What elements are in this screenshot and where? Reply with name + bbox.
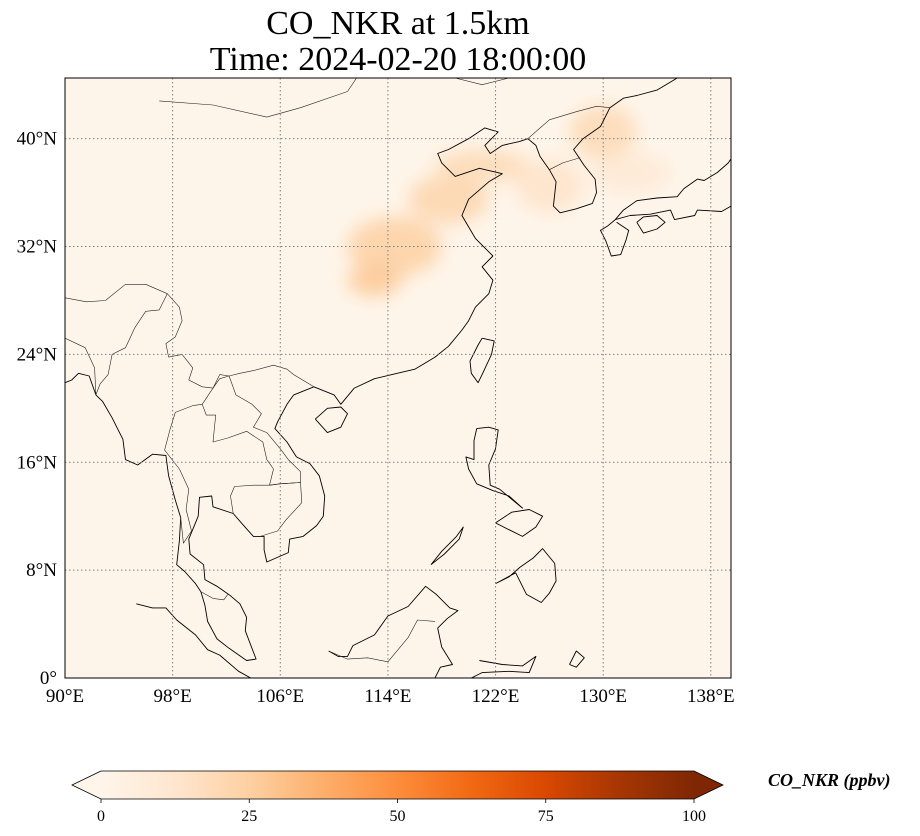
china-north-line [455,78,510,85]
colorbar-tick-label: 50 [390,808,406,825]
co-plume-6 [589,152,671,193]
cambodia-line [230,482,303,537]
lon-tick-label: 130°E [579,686,627,707]
luzon-line [465,426,523,509]
honshu-north-line [614,158,731,220]
lon-tick-label: 114°E [364,686,411,707]
colorbar-tick-label: 75 [538,808,554,825]
sulawesi-line [471,655,537,678]
lat-tick-label: 24°N [17,344,58,365]
myanmar-india-line [95,293,168,396]
map-frame [64,77,732,679]
lon-tick-label: 122°E [472,686,520,707]
longitude-ticks: 90°E 98°E 106°E 114°E 122°E 130°E 138°E [46,686,735,707]
china-south-west-line [65,284,315,389]
visayas-line [495,509,544,537]
colorbar-body [101,771,694,799]
co-plume-3 [435,149,530,182]
colorbar-tick-label: 0 [97,808,105,825]
sumatra-line [136,603,251,678]
colorbar-tick-label: 100 [682,808,706,825]
taiwan-line [469,337,495,384]
korea-line [527,107,611,214]
map-subtitle-time: Time: 2024-02-20 18:00:00 [209,41,587,78]
indochina-line [65,372,326,661]
coastlines [65,78,731,678]
mindanao-line [495,548,557,603]
thai-malaysia-line [200,591,229,601]
kyushu-line [600,219,630,257]
lon-tick-label: 90°E [46,686,84,707]
lat-tick-label: 32°N [17,237,58,258]
colorbar-extend-max [694,771,723,799]
colorbar-tick-label: 25 [241,808,257,825]
country-borders [65,78,610,663]
colorbar-extend-min [72,771,101,799]
mongolia-china-line [159,78,357,118]
colorbar-label: CO_NKR (ppbv) [768,770,891,790]
russia-coast-line [609,78,678,109]
halmahera-line [569,650,585,668]
borneo-border-line [328,619,436,663]
palawan-line [430,526,464,566]
lon-tick-label: 98°E [154,686,192,707]
co-plume-5 [515,158,583,213]
co-plume-4 [569,104,637,159]
colorbar: 0 25 50 75 100 [71,770,724,825]
borneo-line [328,585,459,678]
lat-tick-label: 16°N [17,452,58,473]
lat-tick-label: 0° [40,668,57,689]
china-coast-line [313,127,528,405]
lon-tick-label: 138°E [687,686,735,707]
co-plume-1 [347,264,402,297]
co-plume-2 [408,175,489,224]
co-concentration-plumes [347,104,671,297]
lon-tick-label: 106°E [256,686,304,707]
map-gridlines [65,78,731,678]
lat-tick-label: 40°N [17,129,58,150]
shikoku-line [636,215,666,234]
map-title: CO_NKR at 1.5km [266,5,530,42]
korea-dmz-line [549,157,581,170]
thai-myanmar-line [164,404,203,544]
lat-tick-label: 8°N [26,560,57,581]
co-plume-0 [347,216,442,277]
latitude-ticks: 0° 8°N 16°N 24°N 32°N 40°N [17,129,58,689]
hainan-line [314,406,348,434]
china-korea-line [527,106,610,139]
honshu-line [615,205,731,221]
bangladesh-india-line [65,337,97,395]
